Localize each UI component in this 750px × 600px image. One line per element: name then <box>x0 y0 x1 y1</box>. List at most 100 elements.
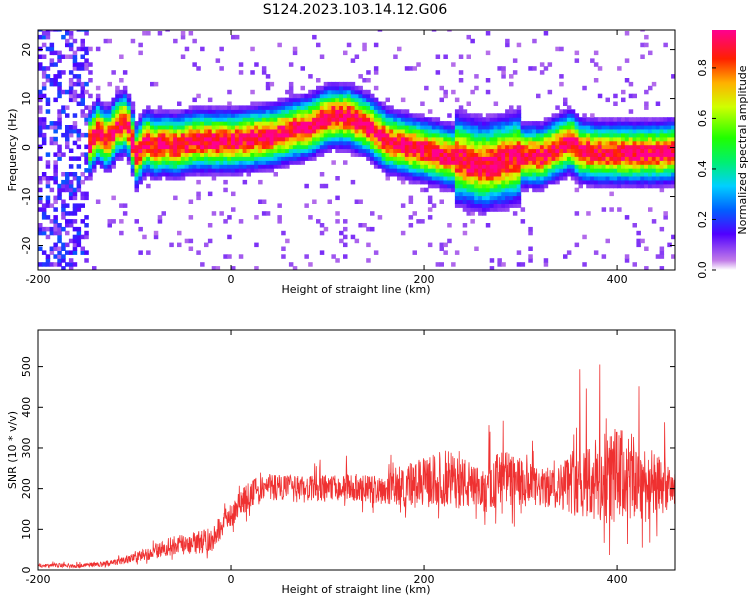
heatmap-cell <box>258 125 263 130</box>
heatmap-cell <box>397 132 402 138</box>
heatmap-cell <box>485 128 491 134</box>
heatmap-cell <box>38 109 43 114</box>
heatmap-cell <box>621 97 626 103</box>
heatmap-cell <box>223 148 228 153</box>
heatmap-cell <box>331 101 336 106</box>
heatmap-cell <box>304 148 309 153</box>
heatmap-cell <box>400 156 406 161</box>
heatmap-cell <box>586 136 591 142</box>
heatmap-cell <box>126 105 132 110</box>
heatmap-cell <box>408 176 414 181</box>
heatmap-cell <box>84 30 89 32</box>
heatmap-cell <box>424 144 429 150</box>
heatmap-cell <box>250 144 255 150</box>
heatmap-cell <box>582 172 587 177</box>
heatmap-cell <box>80 46 85 52</box>
heatmap-cell <box>516 121 522 126</box>
heatmap-cell <box>188 132 194 138</box>
heatmap-cell <box>427 215 433 220</box>
heatmap-cell <box>555 132 560 138</box>
heatmap-cell <box>57 152 62 157</box>
heatmap-cell <box>173 195 178 201</box>
heatmap-cell <box>644 125 649 130</box>
heatmap-cell <box>478 183 483 189</box>
heatmap-cell <box>350 58 356 63</box>
heatmap-cell <box>485 144 491 150</box>
heatmap-cell <box>246 105 251 110</box>
heatmap-cell <box>505 152 510 157</box>
heatmap-cell <box>559 148 564 153</box>
heatmap-cell <box>536 164 541 169</box>
heatmap-cell <box>424 125 429 130</box>
heatmap-cell <box>528 183 533 189</box>
heatmap-cell <box>400 172 406 177</box>
heatmap-cell <box>663 176 668 181</box>
heatmap-cell <box>427 128 433 134</box>
heatmap-cell <box>570 172 576 177</box>
heatmap-cell <box>103 121 109 126</box>
heatmap-cell <box>597 172 603 177</box>
heatmap-cell <box>381 140 387 146</box>
heatmap-cell <box>177 132 182 138</box>
heatmap-cell <box>624 117 630 122</box>
heatmap-cell <box>393 113 398 118</box>
heatmap-cell <box>466 121 471 126</box>
heatmap-cell <box>404 109 410 114</box>
heatmap-cell <box>439 136 444 142</box>
heatmap-cell <box>157 128 163 134</box>
heatmap-cell <box>501 164 506 169</box>
heatmap-cell <box>362 93 367 99</box>
heatmap-cell <box>65 113 70 118</box>
heatmap-cell <box>675 160 680 165</box>
heatmap-cell <box>146 164 151 169</box>
heatmap-cell <box>53 50 58 56</box>
heatmap-cell <box>408 148 414 153</box>
heatmap-cell <box>547 125 553 130</box>
heatmap-cell <box>103 113 109 118</box>
heatmap-cell <box>119 144 124 150</box>
heatmap-cell <box>223 113 228 118</box>
heatmap-cell <box>505 187 510 193</box>
heatmap-cell <box>88 121 93 126</box>
heatmap-cell <box>416 117 421 122</box>
heatmap-cell <box>454 176 460 181</box>
heatmap-cell <box>45 125 51 130</box>
heatmap-cell <box>366 144 371 150</box>
heatmap-cell <box>358 121 363 126</box>
heatmap-cell <box>339 85 344 91</box>
heatmap-cell <box>281 164 286 169</box>
heatmap-cell <box>285 117 290 122</box>
heatmap-cell <box>671 156 675 161</box>
heatmap-cell <box>543 168 549 173</box>
heatmap-cell <box>524 132 529 138</box>
heatmap-cell <box>53 78 58 83</box>
heatmap-cell <box>285 136 290 142</box>
heatmap-cell <box>489 140 495 146</box>
heatmap-cell <box>65 183 70 189</box>
heatmap-cell <box>88 176 93 181</box>
heatmap-cell <box>184 140 190 146</box>
heatmap-cell <box>485 207 491 212</box>
heatmap-cell <box>41 230 47 236</box>
heatmap-cell <box>119 101 124 106</box>
heatmap-cell <box>671 132 675 138</box>
heatmap-cell <box>312 152 317 157</box>
heatmap-cell <box>663 117 668 122</box>
heatmap-cell <box>454 183 460 189</box>
heatmap-cell <box>420 164 425 169</box>
heatmap-cell <box>76 156 82 161</box>
heatmap-cell <box>578 136 583 142</box>
heatmap-cell <box>667 172 672 177</box>
heatmap-cell <box>520 183 526 189</box>
heatmap-cell <box>308 105 313 110</box>
heatmap-cell <box>49 219 55 224</box>
heatmap-cell <box>609 207 614 212</box>
heatmap-cell <box>319 172 325 177</box>
heatmap-cell <box>474 187 479 193</box>
heatmap-cell <box>667 183 672 189</box>
heatmap-cell <box>454 144 460 150</box>
heatmap-cell <box>231 266 236 270</box>
heatmap-cell <box>648 121 653 126</box>
heatmap-cell <box>92 136 97 142</box>
